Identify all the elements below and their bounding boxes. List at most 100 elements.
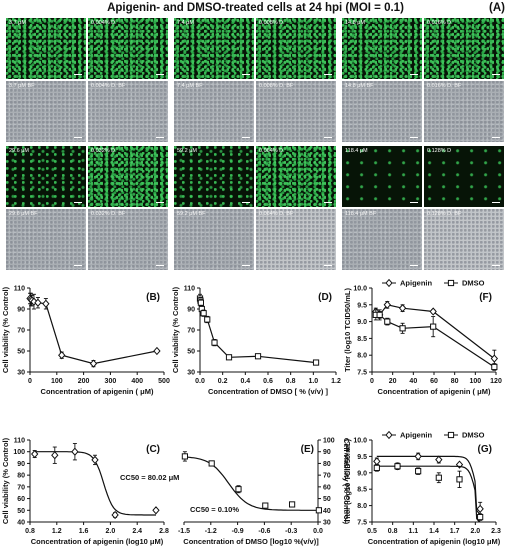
scale-bar — [492, 265, 500, 266]
data-point — [429, 307, 437, 316]
x-tick-label: 200 — [78, 378, 90, 385]
scale-bar — [324, 265, 332, 266]
data-point — [42, 299, 50, 308]
scale-bar — [410, 74, 418, 75]
micrograph-caption: 118.4 μM — [345, 148, 368, 154]
data-point — [208, 460, 215, 467]
x-tick-label: 1.2 — [52, 528, 62, 535]
x-tick-label: 40 — [409, 378, 417, 385]
data-point — [394, 463, 401, 470]
scale-bar — [242, 137, 250, 138]
data-point — [398, 304, 407, 313]
micrograph-caption: 0.032% D — [91, 148, 116, 154]
micrograph-fluor-dmso: 0.032% D — [88, 146, 168, 207]
x-axis-label: Concentration of apigenin ( μM) — [41, 387, 154, 396]
micrograph-caption: 0.004% D. BF — [91, 83, 126, 89]
micrograph-caption: 7.4 μM BF — [177, 83, 203, 89]
data-point — [204, 316, 211, 323]
micrograph-caption: 59.2 μM BF — [177, 211, 206, 217]
y-tick-label: 50 — [323, 496, 331, 503]
y-tick-label: 10.0 — [353, 438, 367, 445]
micrograph-caption: 29.6 μM — [9, 148, 29, 154]
scale-bar — [242, 202, 250, 203]
micrograph-fluor-dmso: 0.008% D — [256, 18, 336, 79]
micrograph-caption: 14.8 μM — [345, 20, 365, 26]
scale-bar — [156, 137, 164, 138]
micrograph-fluor-dmso: 0.064% D — [256, 146, 336, 207]
micrograph-bf: 59.2 μM BF — [174, 209, 254, 270]
data-point — [399, 325, 406, 332]
y-tick-label: 70 — [187, 328, 195, 335]
y-tick-label: 50 — [17, 508, 25, 515]
data-point — [262, 502, 269, 509]
y-tick-label: 60 — [323, 484, 331, 491]
data-point — [435, 455, 443, 464]
y-tick-label: 10.0 — [353, 286, 367, 293]
x-tick-label: 1.7 — [450, 528, 460, 535]
micrograph-bf-dmso: 0.004% D. BF — [88, 81, 168, 142]
x-tick-label: 0.2 — [218, 378, 228, 385]
figure-title: Apigenin- and DMSO-treated cells at 24 h… — [107, 2, 404, 14]
series-main — [181, 451, 322, 514]
x-axis-label: Concentration of apigenin ( μM) — [378, 387, 491, 396]
micrograph-fluor: 3.7 μM — [6, 18, 86, 79]
scale-bar — [492, 74, 500, 75]
micrograph-fluor: 118.4 μM — [342, 146, 422, 207]
chart-E: -1.5 -1.2 -0.9 -0.6 -0.3 0.030 40 50 60 70 80 90 100… — [178, 438, 351, 547]
panel-label: (E) — [301, 444, 314, 455]
y-tick-label: 8.5 — [357, 336, 367, 343]
series-dmso — [373, 462, 484, 523]
scale-bar — [242, 265, 250, 266]
legend-marker — [447, 279, 455, 287]
x-tick-label: 1.6 — [79, 528, 89, 535]
data-point — [376, 311, 383, 318]
series-line — [29, 298, 158, 365]
x-tick-label: 80 — [451, 378, 459, 385]
scale-bar — [242, 74, 250, 75]
data-point — [384, 318, 391, 325]
micrograph-caption: 3.7 μM BF — [9, 83, 35, 89]
x-tick-label: -0.3 — [285, 528, 297, 535]
scale-bar — [410, 137, 418, 138]
y-tick-label: 110 — [184, 286, 195, 293]
y-tick-label: 30 — [187, 370, 195, 377]
y-axis-label: Cell viability (% Control) — [1, 437, 10, 524]
x-axis-label: Concentration of DMSO [ % (v/v) ] — [208, 387, 329, 396]
micrograph-fluor: 14.8 μM — [342, 18, 422, 79]
data-point — [31, 449, 39, 459]
chart-G: 0.5 0.8 1.1 1.4 1.7 2.0 2.3 7.5 8.0 8.5 9.0 9.5 10.0… — [343, 431, 501, 547]
y-tick-label: 70 — [17, 328, 25, 335]
series-main — [196, 293, 320, 366]
y-tick-label: 30 — [323, 520, 331, 527]
x-tick-label: 0 — [28, 378, 32, 385]
x-tick-label: 2.0 — [470, 528, 480, 535]
y-tick-label: 100 — [323, 438, 335, 445]
x-axis-label: Concentration of DMSO [log10 %(v/v)] — [183, 537, 319, 546]
x-tick-label: 100 — [469, 378, 481, 385]
data-point — [200, 310, 207, 317]
data-point — [373, 457, 381, 466]
x-tick-label: 1.2 — [331, 378, 341, 385]
y-tick-label: 50 — [17, 349, 25, 356]
x-tick-label: 0.6 — [263, 378, 273, 385]
micrograph-fluor: 59.2 μM — [174, 146, 254, 207]
y-tick-label: 90 — [323, 449, 331, 456]
fit-curve — [184, 456, 319, 511]
micrograph-bf: 118.4 μM BF — [342, 209, 422, 270]
x-tick-label: 0.5 — [367, 528, 377, 535]
legend-label: DMSO — [462, 431, 485, 440]
y-tick-label: 80 — [323, 461, 331, 468]
panel-label: (B) — [146, 292, 160, 303]
data-point — [490, 354, 499, 363]
x-tick-label: 0.8 — [388, 528, 398, 535]
micrograph-caption: 0.016% D — [427, 20, 452, 26]
cc50-annotation: CC50 = 0.10% — [190, 505, 239, 514]
x-tick-label: 0.8 — [25, 528, 35, 535]
micrograph-caption: 0.008% D — [259, 20, 284, 26]
y-tick-label: 110 — [14, 286, 25, 293]
x-tick-label: 500 — [158, 378, 170, 385]
micrograph-bf-dmso: 0.008% D. BF — [256, 81, 336, 142]
y-tick-label: 30 — [17, 370, 25, 377]
legend-label: DMSO — [462, 279, 485, 288]
y-tick-label: 90 — [17, 307, 25, 314]
